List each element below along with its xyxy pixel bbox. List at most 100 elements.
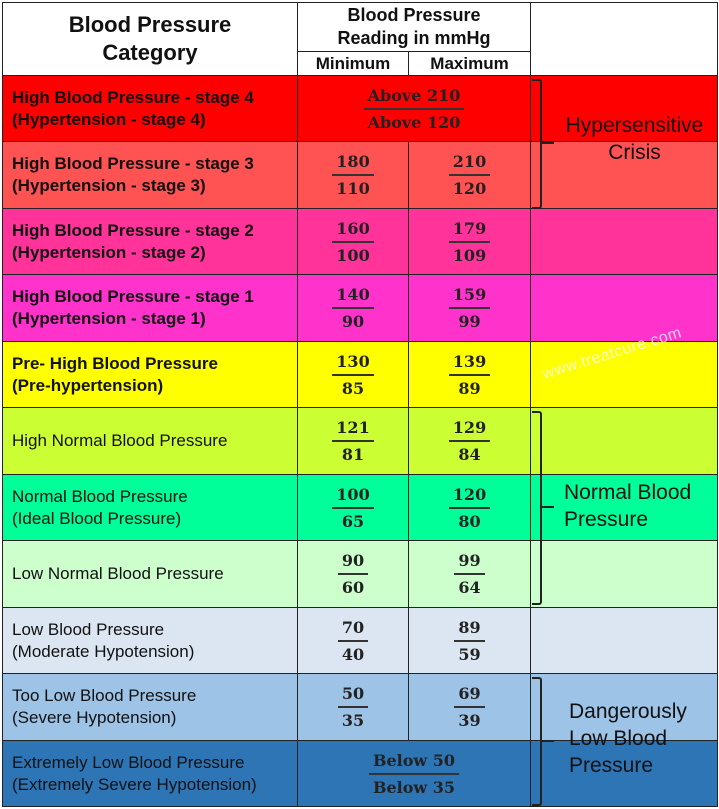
category-name: Low Blood Pressure xyxy=(12,619,165,639)
fraction: 70 40 xyxy=(337,618,369,664)
systolic-value: 129 xyxy=(448,418,491,442)
fraction: 50 35 xyxy=(337,684,369,730)
maximum-cell: 120 80 xyxy=(408,474,531,541)
group-cell xyxy=(530,407,718,475)
category-name: High Blood Pressure - stage 2 xyxy=(12,220,254,240)
diastolic-value: Above 120 xyxy=(367,112,461,132)
fraction: 140 90 xyxy=(332,285,374,331)
diastolic-value: Below 35 xyxy=(372,777,456,797)
systolic-value: 99 xyxy=(454,551,485,575)
fraction: 179 109 xyxy=(448,219,491,265)
maximum-cell: 129 84 xyxy=(408,407,531,475)
category-subname: (Hypertension - stage 4) xyxy=(12,109,206,129)
minimum-cell: 100 65 xyxy=(297,474,409,541)
category-name: Normal Blood Pressure xyxy=(12,486,188,506)
fraction: 180 110 xyxy=(332,152,374,198)
normal-label: Normal Blood Pressure xyxy=(564,481,692,531)
maximum-cell: 89 59 xyxy=(408,607,531,674)
category-cell: High Blood Pressure - stage 4 (Hypertensi… xyxy=(2,75,298,142)
minimum-cell: 160 100 xyxy=(297,208,409,275)
category-subname: (Severe Hypotension) xyxy=(12,708,177,727)
category-cell: Normal Blood Pressure (Ideal Blood Pressu… xyxy=(2,474,298,541)
minimum-cell: 50 35 xyxy=(297,673,409,741)
category-subname: (Ideal Blood Pressure) xyxy=(12,508,182,528)
systolic-value: 121 xyxy=(332,418,374,442)
diastolic-value: 59 xyxy=(458,644,481,664)
table-row: Low Normal Blood Pressure 90 60 99 64 xyxy=(2,540,718,608)
group-cell xyxy=(530,208,718,275)
category-cell: High Blood Pressure - stage 2 (Hypertensi… xyxy=(2,208,298,275)
category-name: Pre- High Blood Pressure xyxy=(12,353,218,373)
diastolic-value: 39 xyxy=(458,711,481,730)
category-name: Too Low Blood Pressure xyxy=(12,686,197,705)
diastolic-value: 60 xyxy=(341,578,365,597)
fraction: 99 64 xyxy=(454,551,485,597)
category-subname: (Hypertension - stage 2) xyxy=(12,242,206,262)
category-cell: Too Low Blood Pressure (Severe Hypotensio… xyxy=(2,673,298,741)
systolic-value: 89 xyxy=(454,618,485,642)
fraction: 69 39 xyxy=(454,684,485,730)
maximum-cell: 179 109 xyxy=(408,208,531,275)
group-cell xyxy=(530,540,718,608)
fraction: 100 65 xyxy=(332,485,374,531)
maximum-cell: 69 39 xyxy=(408,673,531,741)
category-name: Extremely Low Blood Pressure xyxy=(12,752,245,772)
table-row: High Blood Pressure - stage 2 (Hypertensi… xyxy=(2,208,718,275)
minimum-cell: 70 40 xyxy=(297,607,409,674)
fraction: 210 120 xyxy=(448,152,491,198)
group-cell xyxy=(530,141,718,209)
category-name: High Normal Blood Pressure xyxy=(12,431,228,450)
header-blank xyxy=(530,2,718,76)
diastolic-value: 120 xyxy=(452,179,487,198)
diastolic-value: 110 xyxy=(336,179,370,198)
fraction: 139 89 xyxy=(448,352,491,398)
group-cell xyxy=(530,274,718,342)
systolic-value: 180 xyxy=(332,152,374,176)
danger-bracket xyxy=(532,677,542,806)
group-cell xyxy=(530,740,718,807)
systolic-value: 140 xyxy=(332,285,374,309)
header-maximum: Maximum xyxy=(408,51,531,76)
table-row: High Blood Pressure - stage 4 (Hypertensi… xyxy=(2,75,718,142)
table-row: High Blood Pressure - stage 3 (Hypertensi… xyxy=(2,141,718,209)
category-name: High Blood Pressure - stage 3 xyxy=(12,154,254,173)
fraction: Below 50 Below 35 xyxy=(368,751,460,797)
group-cell xyxy=(530,341,718,408)
header-category: Blood Pressure Category xyxy=(2,2,298,76)
fraction: 129 84 xyxy=(448,418,491,464)
header-reading: Blood Pressure Reading in mmHg xyxy=(297,2,531,52)
diastolic-value: 40 xyxy=(341,644,365,664)
systolic-value: 69 xyxy=(454,684,485,708)
maximum-cell: 99 64 xyxy=(408,540,531,608)
category-subname: (Hypertension - stage 3) xyxy=(12,176,206,195)
diastolic-value: 65 xyxy=(341,511,365,531)
diastolic-value: 80 xyxy=(458,511,481,531)
table-row: Too Low Blood Pressure (Severe Hypotensio… xyxy=(2,673,718,741)
danger-label: Dangerously Low Blood Pressure xyxy=(569,700,687,777)
normal-bracket-tick xyxy=(542,506,554,508)
fraction: 160 100 xyxy=(332,219,374,265)
maximum-cell: 210 120 xyxy=(408,141,531,209)
category-subname: (Pre-hypertension) xyxy=(12,375,164,395)
category-cell: High Blood Pressure - stage 1 (Hypertensi… xyxy=(2,274,298,342)
normal-bracket xyxy=(532,411,542,605)
diastolic-value: 85 xyxy=(341,378,365,398)
crisis-bracket xyxy=(532,79,542,209)
fraction: 130 85 xyxy=(332,352,374,398)
table-row: Low Blood Pressure (Moderate Hypotension)… xyxy=(2,607,718,674)
systolic-value: 210 xyxy=(448,152,491,176)
category-cell: Extremely Low Blood Pressure (Extremely S… xyxy=(2,740,298,807)
diastolic-value: 89 xyxy=(458,378,481,398)
header-minimum: Minimum xyxy=(297,51,409,76)
systolic-value: 50 xyxy=(337,684,369,708)
systolic-value: 130 xyxy=(332,352,374,376)
diastolic-value: 84 xyxy=(458,445,481,464)
minimum-cell: 130 85 xyxy=(297,341,409,408)
table-row: High Normal Blood Pressure 121 81 129 84 xyxy=(2,407,718,475)
group-cell xyxy=(530,607,718,674)
category-name: Low Normal Blood Pressure xyxy=(12,564,224,583)
table-row: High Blood Pressure - stage 1 (Hypertensi… xyxy=(2,274,718,342)
minimum-cell: 180 110 xyxy=(297,141,409,209)
